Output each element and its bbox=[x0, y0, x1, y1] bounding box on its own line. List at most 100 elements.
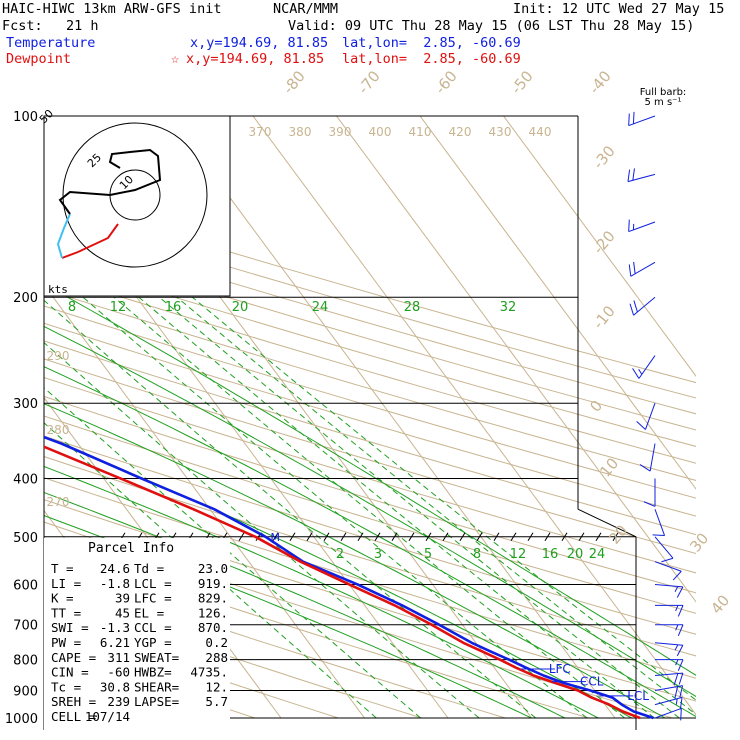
parcel-info-cell: LCL = bbox=[134, 576, 172, 591]
isotherm-label: -50 bbox=[507, 67, 537, 97]
parcel-info-cell: -1.3 bbox=[100, 620, 130, 635]
wind-barb-flag bbox=[677, 659, 684, 671]
temperature-latlon: lat,lon= 2.85, -60.69 bbox=[342, 35, 521, 51]
parcel-info-cell: 107/14 bbox=[85, 709, 130, 724]
pressure-tick-label: 400 bbox=[13, 472, 38, 487]
isotherm bbox=[169, 116, 616, 719]
isotherm-label: -10 bbox=[589, 302, 619, 332]
wind-barb bbox=[654, 583, 684, 598]
barb-legend-line1: Full barb: bbox=[640, 87, 687, 98]
dewpoint-profile bbox=[44, 445, 641, 720]
init-time: Init: 12 UTC Wed 27 May 15 bbox=[513, 1, 725, 17]
model-title: HAIC-HIWC 13km ARW-GFS init bbox=[2, 1, 222, 17]
wind-barb bbox=[655, 604, 684, 617]
wind-barb bbox=[628, 261, 656, 277]
dry-adiabat bbox=[44, 322, 696, 517]
wind-barb-flag bbox=[633, 300, 638, 313]
hatch-mark bbox=[578, 532, 585, 542]
wind-barb-staff bbox=[649, 443, 656, 472]
wind-barb-staff bbox=[627, 173, 656, 183]
hodograph-box bbox=[43, 115, 231, 297]
isotherm-label: -40 bbox=[585, 67, 615, 97]
parcel-info-cell: SHEAR= bbox=[134, 679, 179, 694]
fcst-value: 21 h bbox=[66, 18, 99, 34]
hatch-mark bbox=[459, 532, 466, 542]
isotherm-label: -70 bbox=[354, 67, 384, 97]
hodograph-trace-low bbox=[61, 223, 119, 259]
dry-adiabat bbox=[44, 195, 696, 384]
dry-adiabat bbox=[44, 435, 696, 635]
mixing-ratio-label: 8 bbox=[473, 547, 481, 562]
parcel-info-cell: LI = bbox=[51, 576, 81, 591]
hatch-mark bbox=[306, 532, 313, 542]
wind-barb bbox=[654, 561, 682, 581]
isotherm-label: -20 bbox=[589, 227, 619, 257]
parcel-info-box bbox=[44, 538, 230, 730]
parcel-info-cell: -60 bbox=[107, 665, 130, 680]
pressure-tick-label: 300 bbox=[13, 397, 38, 412]
theta-label-low: 280 bbox=[47, 423, 70, 437]
dry-adiabat bbox=[44, 240, 696, 431]
wind-barb-flag bbox=[674, 686, 679, 699]
dry-adiabat bbox=[44, 305, 696, 499]
mixing-ratio-label: 2 bbox=[336, 547, 344, 562]
dry-adiabat bbox=[44, 415, 696, 614]
hatch-mark bbox=[510, 532, 517, 542]
mixing-ratio-label: 12 bbox=[110, 300, 127, 315]
mixing-ratio-label: 3 bbox=[374, 547, 382, 562]
wind-barb-flag bbox=[675, 698, 678, 705]
parcel-info-cell: Td = bbox=[134, 561, 164, 576]
parcel-info-cell: CIN = bbox=[51, 665, 89, 680]
pressure-tick-label: 700 bbox=[13, 619, 38, 634]
hatch-mark bbox=[442, 532, 449, 542]
theta-label: 430 bbox=[489, 125, 512, 139]
pressure-tick-label: 600 bbox=[13, 578, 38, 593]
level-marker-label: LFC bbox=[549, 662, 571, 676]
theta-label-low: 290 bbox=[47, 349, 70, 363]
wind-barb-staff bbox=[638, 355, 656, 379]
mixing-ratio-line bbox=[191, 296, 696, 701]
header: HAIC-HIWC 13km ARW-GFS init NCAR/MMM Ini… bbox=[0, 0, 740, 70]
parcel-info-cell: 5.7 bbox=[205, 694, 228, 709]
pressure-tick-label: 900 bbox=[13, 684, 38, 699]
wind-barb bbox=[636, 403, 656, 430]
org-label: NCAR/MMM bbox=[273, 1, 339, 17]
hatch-mark bbox=[527, 532, 534, 542]
mixing-ratio-label: 8 bbox=[68, 300, 76, 315]
dewpoint-legend: Dewpoint bbox=[6, 51, 72, 67]
wind-barb bbox=[655, 624, 684, 636]
mixing-ratio-label: 20 bbox=[567, 547, 584, 562]
pressure-tick-label: 100 bbox=[13, 110, 38, 125]
parcel-info-cell: Tc = bbox=[51, 679, 81, 694]
parcel-info-cell: LFC = bbox=[134, 591, 172, 606]
wind-barb-staff bbox=[654, 561, 682, 572]
barb-legend-line2: 5 m s⁻¹ bbox=[645, 97, 682, 108]
pressure-tick-label: 1000 bbox=[5, 712, 38, 727]
wind-barb-flag bbox=[675, 659, 679, 666]
wind-barb-staff bbox=[630, 261, 656, 277]
dry-adiabat bbox=[44, 568, 506, 719]
hatch-mark bbox=[340, 532, 347, 542]
parcel-info-cell: 870. bbox=[198, 620, 228, 635]
mixing-ratio-label: 20 bbox=[232, 300, 249, 315]
wind-barb bbox=[628, 111, 656, 127]
hatch-mark bbox=[391, 532, 398, 542]
theta-label: 400 bbox=[369, 125, 392, 139]
mixing-ratio-label: 16 bbox=[165, 300, 182, 315]
parcel-info-cell: 288 bbox=[205, 650, 228, 665]
parcel-info-cell: 12. bbox=[205, 679, 228, 694]
wind-barb-flag bbox=[679, 685, 684, 698]
dry-adiabat bbox=[44, 224, 696, 415]
wind-barb bbox=[628, 219, 656, 233]
wind-barb-flag bbox=[680, 708, 682, 721]
dewpoint-xy: x,y=194.69, 81.85 bbox=[186, 51, 325, 67]
parcel-info-cell: 126. bbox=[198, 605, 228, 620]
wind-barb-flag bbox=[636, 421, 646, 430]
parcel-info-cell: SWI = bbox=[51, 620, 89, 635]
wind-barb bbox=[654, 685, 684, 699]
pressure-tick-label: 500 bbox=[13, 531, 38, 546]
wind-barb-flag bbox=[628, 113, 630, 126]
wind-barb-staff bbox=[628, 115, 656, 127]
dry-adiabat bbox=[44, 395, 696, 594]
wind-barb bbox=[655, 659, 684, 671]
